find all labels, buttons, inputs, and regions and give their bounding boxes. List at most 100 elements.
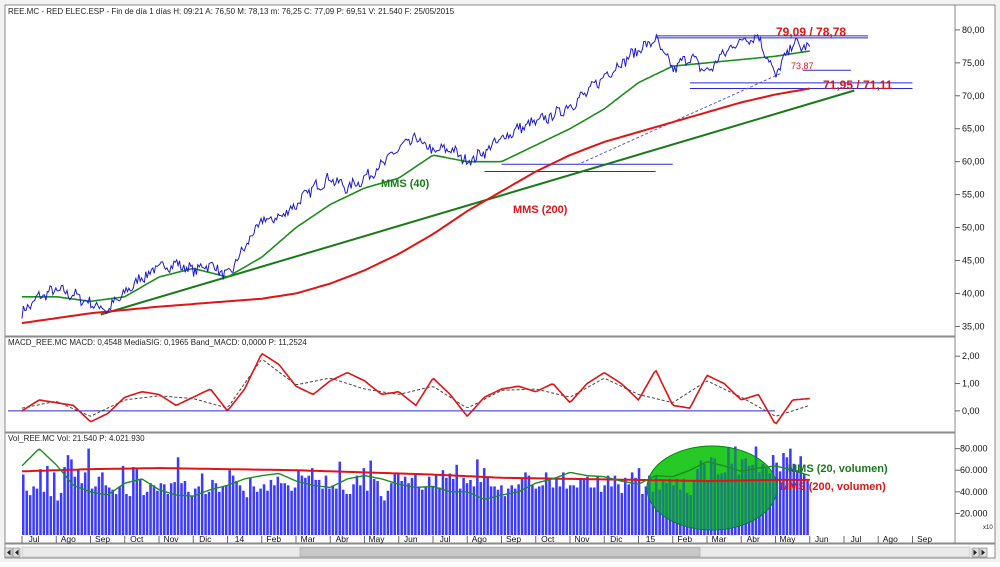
volume-bar (300, 475, 304, 535)
volume-bar (503, 496, 507, 535)
volume-bar (314, 479, 317, 535)
volume-bar-highlighted (675, 478, 679, 535)
volume-bar-highlighted (658, 489, 661, 535)
volume-bar (90, 488, 94, 535)
support-label: 71,95 / 71,11 (823, 78, 893, 92)
volume-bar (438, 487, 441, 535)
volume-bar (108, 487, 111, 535)
volume-bar (562, 472, 565, 535)
volume-bar-highlighted (765, 468, 768, 535)
x10-label: x10 (983, 525, 993, 531)
x-tick-label: Jul (851, 534, 862, 544)
volume-bar (520, 477, 524, 535)
volume-bar-highlighted (679, 489, 682, 535)
price-y-label: 35,00 (962, 321, 985, 331)
volume-bar (35, 488, 39, 535)
volume-y-label: 20.000 (960, 508, 988, 518)
volume-bar-highlighted (737, 474, 741, 535)
volume-bar (156, 490, 159, 535)
x-tick-label: Ago (472, 534, 487, 544)
volume-bar (242, 490, 245, 535)
volume-bar (362, 468, 366, 535)
volume-bar (114, 494, 118, 535)
scroll-right-buttons[interactable] (971, 547, 988, 558)
x-tick-label: Jun (815, 534, 829, 544)
volume-bar (785, 457, 789, 535)
scroll-left-buttons[interactable] (4, 547, 21, 558)
volume-bar (400, 481, 403, 535)
volume-bar-highlighted (692, 481, 696, 535)
volume-bar (280, 483, 283, 535)
volume-bar (555, 477, 558, 535)
volume-bar (52, 472, 56, 535)
macd-line (21, 352, 810, 425)
volume-bar (283, 483, 286, 535)
volume-bar (163, 484, 166, 535)
price-y-label: 45,00 (962, 256, 985, 266)
x-tick-label: Nov (163, 534, 179, 544)
volume-bar (548, 479, 551, 535)
highlight-ellipse (646, 445, 778, 531)
volume-bar (517, 484, 520, 535)
volume-bar (32, 486, 35, 535)
volume-bar (97, 476, 101, 535)
volume-bar-highlighted (758, 472, 761, 535)
x-tick-label: Mar (712, 534, 727, 544)
x-tick-label: Ago (883, 534, 898, 544)
volume-bar (22, 474, 25, 535)
volume-bar (145, 491, 149, 535)
volume-bar (224, 485, 228, 535)
volume-bar (372, 478, 376, 535)
volume-bar (445, 477, 448, 535)
x-tick-label: Feb (266, 534, 281, 544)
volume-bar (386, 490, 390, 535)
scroll-thumb[interactable] (299, 547, 701, 557)
volume-y-label: 40.000 (960, 487, 988, 497)
volume-bar (630, 472, 634, 535)
volume-bar-highlighted (654, 475, 658, 535)
price-y-label: 55,00 (962, 190, 985, 200)
volume-bar (799, 456, 802, 535)
volume-bar (211, 479, 214, 535)
volume-bar (493, 486, 496, 535)
x-tick-label: Mar (301, 534, 316, 544)
price-y-label: 70,00 (962, 91, 985, 101)
x-tick-label: Jul (440, 534, 451, 544)
x-tick-label: Sep (95, 534, 110, 544)
volume-bar (176, 457, 180, 535)
volume-bar (345, 494, 348, 535)
volume-bar (606, 475, 610, 535)
volume-bar (307, 475, 311, 535)
volume-bar (572, 485, 575, 535)
price-y-label: 40,00 (962, 288, 985, 298)
volume-bar (128, 496, 132, 535)
volume-y-label: 60.000 (960, 465, 988, 475)
volume-bar (317, 479, 321, 535)
volume-bar (104, 485, 108, 535)
volume-bar (596, 475, 600, 535)
volume-bar (393, 473, 397, 535)
x-tick-label: Abr (336, 534, 349, 544)
mms40-line (22, 50, 810, 303)
volume-bar-highlighted (668, 478, 672, 535)
volume-bar (255, 491, 259, 535)
volume-bar (121, 465, 125, 535)
volume-bar (194, 488, 197, 535)
volume-bar (190, 496, 194, 535)
volume-bar (648, 475, 651, 535)
volume-bar-highlighted (661, 481, 665, 535)
volume-bar (582, 478, 586, 535)
volume-bar (335, 488, 338, 535)
price-y-label: 50,00 (962, 223, 985, 233)
volume-bar (245, 497, 249, 535)
volume-bar (472, 486, 476, 535)
volume-bar (775, 462, 778, 535)
volume-bar (541, 485, 544, 535)
volume-bar (187, 491, 190, 535)
volume-bar (286, 485, 290, 535)
volume-bar (25, 490, 28, 535)
mms40-label: MMS (40) (381, 178, 430, 190)
volume-bar (627, 484, 630, 535)
volume-bar (341, 489, 345, 535)
volume-bar (118, 486, 121, 535)
